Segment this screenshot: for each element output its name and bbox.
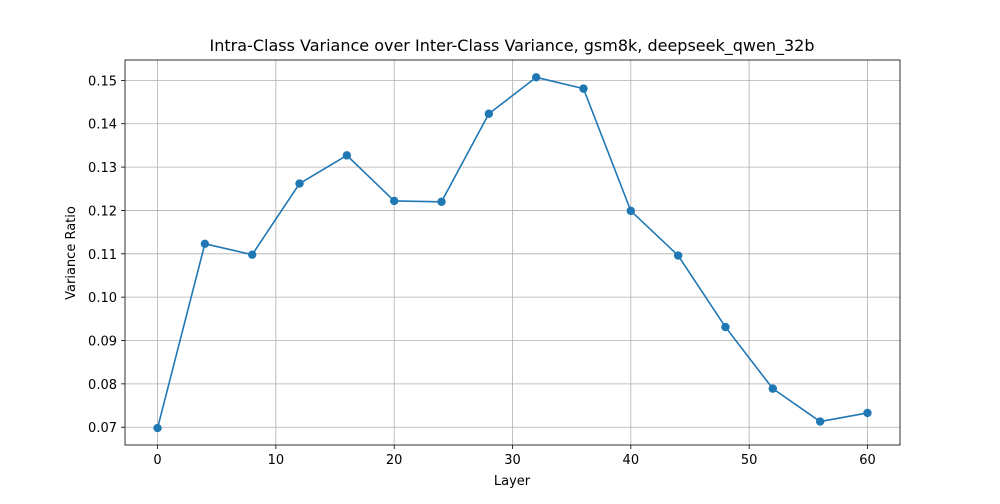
data-point bbox=[863, 408, 872, 418]
data-point bbox=[295, 179, 304, 188]
y-tick-label: 0.15 bbox=[88, 74, 117, 89]
data-point bbox=[153, 423, 162, 433]
data-point bbox=[531, 73, 541, 82]
x-axis-label: Layer bbox=[494, 474, 531, 489]
plot-frame bbox=[124, 59, 901, 446]
y-tick-label: 0.12 bbox=[88, 204, 117, 219]
data-point bbox=[579, 84, 588, 93]
y-axis-label: Variance Ratio bbox=[64, 206, 79, 300]
y-tick-label: 0.10 bbox=[88, 291, 117, 306]
y-tick-label: 0.13 bbox=[88, 161, 117, 176]
series-line bbox=[156, 76, 868, 429]
data-point bbox=[673, 251, 683, 260]
data-point bbox=[437, 197, 446, 206]
axes: 0 10 20 30 40 50 60 0.07 0.08 0.09 0.10 0.11 0.12 0.1… bbox=[88, 59, 901, 468]
y-tick-label: 0.07 bbox=[88, 421, 117, 436]
x-tick-label: 0 bbox=[153, 453, 161, 468]
chart-title: Intra-Class Variance over Inter-Class Va… bbox=[210, 36, 815, 56]
data-point bbox=[815, 417, 825, 426]
y-tick-label: 0.08 bbox=[88, 378, 117, 393]
data-point bbox=[626, 206, 636, 216]
x-tick-label: 20 bbox=[386, 453, 403, 468]
data-point bbox=[200, 239, 210, 249]
data-point bbox=[484, 109, 494, 118]
x-tick-label: 60 bbox=[859, 453, 876, 468]
x-tick-label: 10 bbox=[268, 453, 285, 468]
series-layer bbox=[153, 73, 872, 433]
data-point bbox=[342, 151, 352, 160]
x-tick-label: 40 bbox=[623, 453, 640, 468]
data-point bbox=[768, 384, 778, 393]
data-point bbox=[389, 196, 399, 206]
data-point bbox=[247, 250, 257, 259]
y-tick-label: 0.14 bbox=[88, 118, 117, 133]
data-point bbox=[721, 322, 730, 332]
x-tick-label: 30 bbox=[504, 453, 521, 468]
y-tick-label: 0.09 bbox=[88, 335, 117, 350]
y-tick-label: 0.11 bbox=[88, 248, 117, 263]
x-tick-label: 50 bbox=[741, 453, 758, 468]
